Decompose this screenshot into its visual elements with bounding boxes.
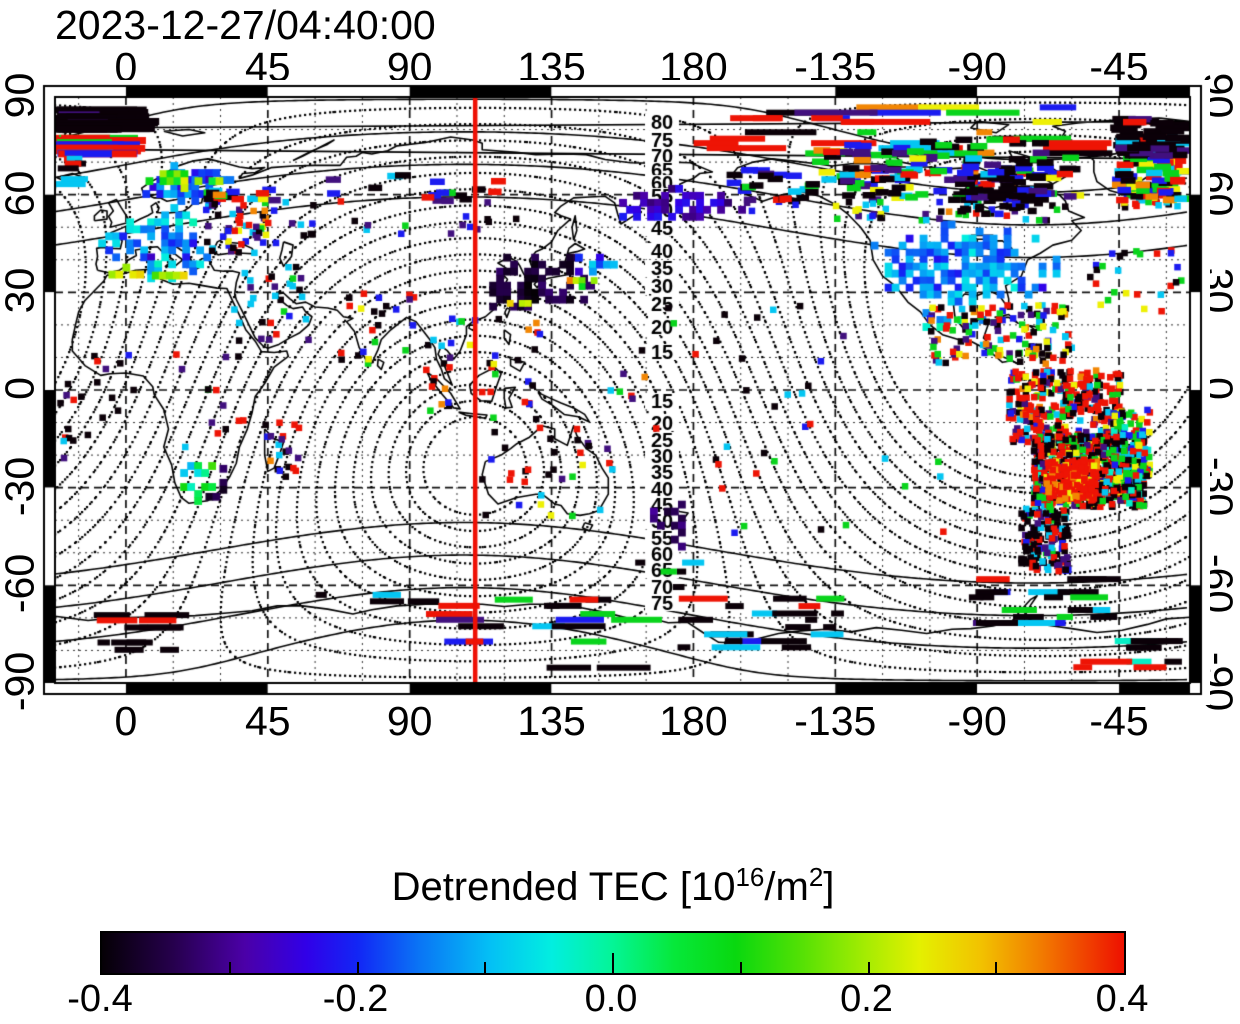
colorbar-tick	[739, 962, 742, 973]
lon-tick-label: 135	[517, 698, 586, 744]
colorbar-tick	[356, 962, 359, 973]
lat-tick-label: 90	[0, 72, 43, 119]
lon-tick-label: 180	[659, 698, 728, 744]
colorbar-gradient	[100, 931, 1126, 975]
colorbar-tick-label: 0.4	[1095, 978, 1149, 1020]
lon-tick-label: 90	[386, 698, 433, 744]
colorbar-tick	[612, 953, 614, 973]
colorbar-tick	[484, 962, 487, 973]
colorbar-tick-label: 0.0	[584, 978, 638, 1020]
lon-tick-label: 0	[114, 44, 138, 90]
lat-tick-label: 60	[0, 170, 43, 216]
lon-tick-label: 45	[245, 698, 291, 744]
colorbar-tick-label: 0.2	[840, 978, 893, 1020]
lon-tick-label: -45	[1089, 698, 1149, 744]
timestamp-title: 2023-12-27/04:40:00	[55, 2, 436, 48]
colorbar-tick-label: -0.2	[322, 978, 389, 1020]
lat-tick-label: -60	[0, 554, 43, 614]
lat-tick-label: 0	[0, 377, 43, 400]
colorbar-tick	[228, 962, 231, 973]
lat-tick-label: -30	[0, 456, 43, 516]
map-plot-canvas	[40, 80, 1210, 705]
lon-tick-label: -135	[794, 698, 877, 744]
lat-tick-label: 30	[0, 268, 43, 314]
lat-tick-label: -90	[0, 651, 43, 712]
lon-tick-label: -90	[947, 698, 1007, 744]
colorbar-tick	[867, 962, 870, 973]
colorbar-tick	[995, 962, 998, 973]
lon-tick-label: 0	[114, 698, 138, 744]
colorbar-title: Detrended TEC [1016/m2]	[391, 862, 835, 909]
colorbar-tick-label: -0.4	[67, 978, 133, 1020]
